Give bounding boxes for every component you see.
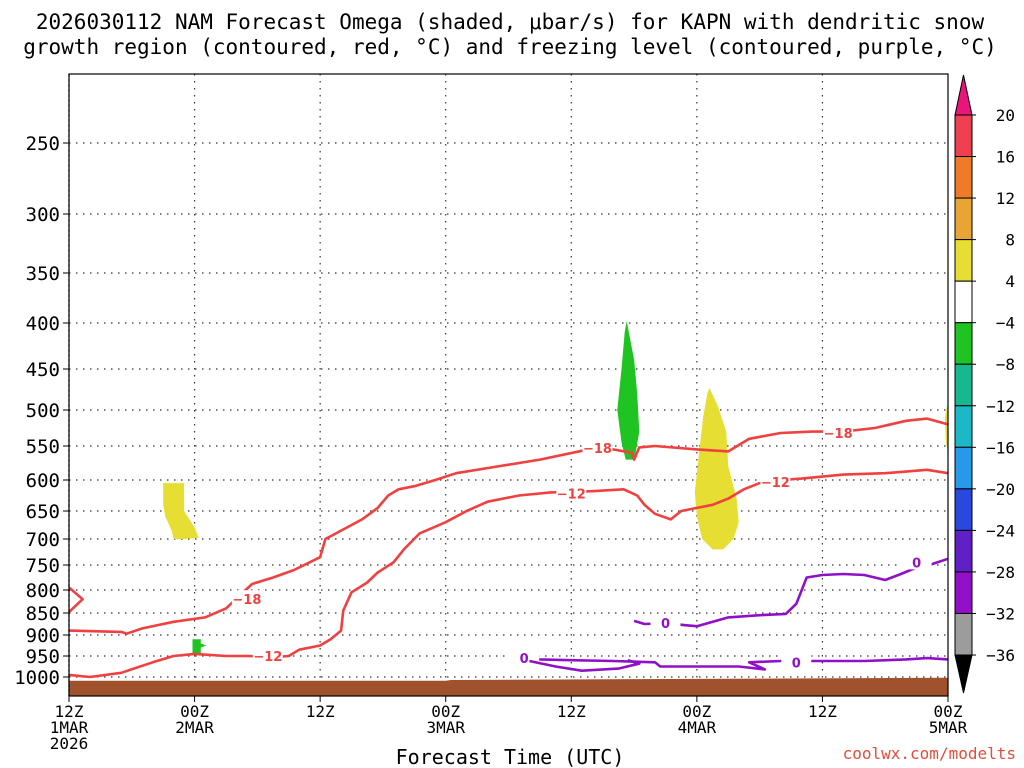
- contour-zero-lower-line: [518, 656, 949, 671]
- colorbar-box: [954, 612, 973, 656]
- colorbar-bottom-arrow: [954, 654, 973, 694]
- watermark: coolwx.com/modelts: [843, 744, 1016, 763]
- colorbar-label: −8: [996, 355, 1015, 374]
- x-tick-label: 00Z: [934, 702, 963, 721]
- y-tick-label: 850: [26, 603, 60, 625]
- colorbar-label: 4: [1005, 272, 1015, 291]
- colorbar-box: [954, 114, 973, 158]
- contour-minus18-label-bg: [582, 439, 613, 456]
- colorbar-label: −28: [986, 563, 1015, 582]
- plot-area: 2503003504004505005506006507007508008509…: [14, 73, 968, 753]
- colorbar-box: [954, 446, 973, 490]
- colorbar-label: −20: [986, 480, 1015, 499]
- contour-minus12-label-bg: [760, 472, 791, 489]
- y-tick-label: 600: [26, 470, 60, 492]
- colorbar-box: [954, 363, 973, 407]
- y-tick-label: 900: [26, 625, 60, 647]
- colorbar: 20 16 12 8 4 −4 −8 −12 −16 −20 −24 −28 −32 −36: [954, 74, 1015, 694]
- x-tick-label: 1MAR: [50, 718, 89, 737]
- contour-minus18-label: −18: [824, 427, 853, 442]
- colorbar-top-arrow: [954, 74, 973, 116]
- contour-minus18-line: [68, 417, 949, 636]
- colorbar-label: 16: [996, 148, 1015, 167]
- contour-minus12-label: −12: [253, 650, 282, 665]
- colorbar-box: [954, 156, 973, 199]
- y-tick-label: 700: [26, 529, 60, 551]
- x-tick-label: 12Z: [808, 702, 837, 721]
- y-tick-label: 350: [26, 263, 60, 285]
- colorbar-box: [954, 322, 973, 365]
- colorbar-label: 20: [996, 106, 1015, 125]
- colorbar-label: −24: [986, 521, 1015, 540]
- omega-shade-yellow-omega-2: [694, 387, 739, 550]
- contour-zero-upper-label: 0: [661, 617, 670, 632]
- contour-minus18-label-bg: [231, 590, 262, 607]
- y-tick-label: 750: [26, 555, 60, 577]
- contour-zero-tail-line: [529, 658, 641, 673]
- omega-shade-yellow-omega-1: [163, 483, 199, 539]
- colorbar-label: −36: [986, 646, 1015, 665]
- x-tick-label: 12Z: [557, 702, 586, 721]
- y-tick-label: 400: [26, 313, 60, 335]
- colorbar-box: [954, 197, 973, 241]
- contour-minus18-label: −18: [232, 593, 261, 608]
- x-tick-label: 2MAR: [175, 718, 214, 737]
- colorbar-box: [954, 571, 973, 614]
- chart-title-line2: growth region (contoured, red, °C) and f…: [23, 35, 997, 59]
- x-tick-label: 12Z: [306, 702, 335, 721]
- colorbar-box: [954, 280, 973, 324]
- contour-minus12-label-bg: [252, 647, 283, 663]
- colorbar-label: −4: [996, 314, 1015, 333]
- y-tick-label: 250: [26, 133, 60, 155]
- contour-zero-lower-label: 0: [792, 656, 801, 671]
- contour-minus12-label: −12: [557, 488, 586, 503]
- contour-zero-lower-label: 0: [520, 652, 529, 667]
- contour-zero-lower-label-bg: [781, 653, 812, 670]
- x-tick-label: 3MAR: [426, 718, 465, 737]
- contour-minus12-label: −12: [761, 476, 790, 491]
- contour-minus18-label: −18: [583, 442, 612, 457]
- colorbar-box: [954, 405, 973, 448]
- y-tick-label: 650: [26, 501, 60, 523]
- colorbar-label: −32: [986, 604, 1015, 623]
- contour-minus12-left-line: [68, 586, 84, 614]
- colorbar-label: −16: [986, 438, 1015, 457]
- x-tick-label: 4MAR: [678, 718, 717, 737]
- colorbar-box: [954, 488, 973, 531]
- contour-zero-upper-label-bg: [650, 614, 681, 631]
- x-tick-label: 2026: [50, 734, 89, 753]
- contour-minus12-label-bg: [556, 484, 587, 501]
- contour-minus12-line: [68, 468, 949, 679]
- y-tick-label: 300: [26, 204, 60, 226]
- omega-shade-green-omega-2: [192, 639, 207, 654]
- colorbar-box: [954, 239, 973, 282]
- y-tick-label: 950: [26, 646, 60, 668]
- contour-zero-upper-line: [633, 557, 949, 628]
- y-tick-label: 550: [26, 436, 60, 458]
- omega-shade-green-omega-1: [617, 321, 640, 460]
- omega-shade-yellow-omega-3: [944, 401, 948, 453]
- x-axis-label: Forecast Time (UTC): [396, 745, 625, 768]
- colorbar-label: −12: [986, 397, 1015, 416]
- y-tick-label: 500: [26, 400, 60, 422]
- y-tick-label: 1000: [14, 667, 60, 689]
- plot-frame: [68, 73, 949, 697]
- colorbar-label: 8: [1005, 231, 1015, 250]
- x-tick-label: 5MAR: [929, 718, 968, 737]
- y-tick-label: 450: [26, 359, 60, 381]
- colorbar-box: [954, 529, 973, 573]
- y-tick-label: 800: [26, 580, 60, 602]
- contour-zero-upper-label: 0: [912, 556, 921, 571]
- x-tick-label: 00Z: [682, 702, 711, 721]
- x-tick-label: 00Z: [180, 702, 209, 721]
- contour-minus18-label-bg: [823, 424, 854, 441]
- chart-title-line1: 2026030112 NAM Forecast Omega (shaded, μ…: [36, 10, 985, 34]
- contour-zero-upper-label-bg: [901, 553, 932, 570]
- x-tick-label: 00Z: [431, 702, 460, 721]
- terrain-surface: [69, 677, 948, 696]
- x-tick-label: 12Z: [55, 702, 84, 721]
- colorbar-label: 12: [996, 189, 1015, 208]
